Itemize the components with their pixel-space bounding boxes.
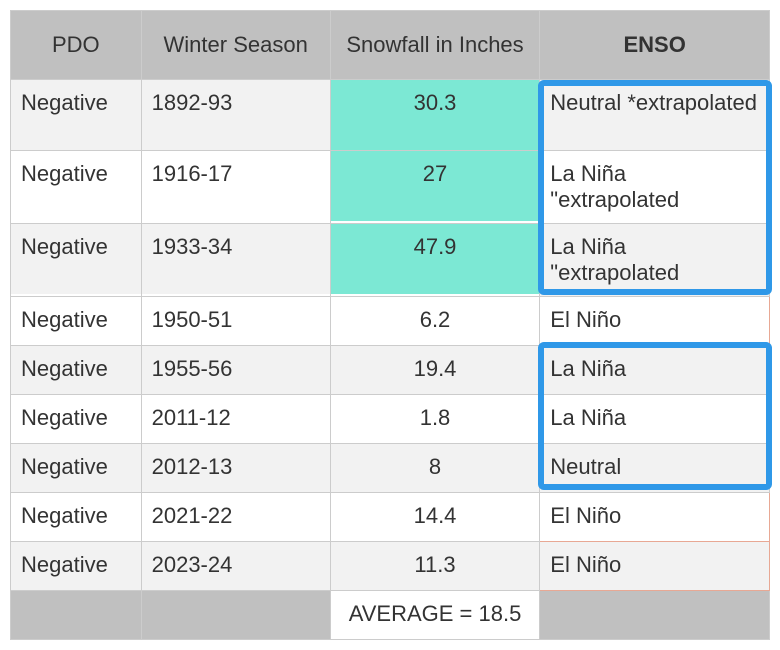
cell-winter: 1933-34 [142, 224, 330, 294]
cell-enso: Neutral *extrapolated [540, 80, 769, 150]
cell-snowfall: 11.3 [331, 542, 540, 590]
cell-pdo: Negative [11, 80, 141, 150]
cell-winter: 2012-13 [142, 444, 330, 492]
table-row: Negative1955-5619.4La Niña [11, 346, 770, 395]
cell-snowfall: 6.2 [331, 297, 540, 345]
cell-pdo: Negative [11, 297, 141, 345]
cell-enso: La Niña [540, 395, 769, 443]
cell-pdo: Negative [11, 224, 141, 294]
cell-snowfall: 1.8 [331, 395, 540, 443]
cell-winter: 1955-56 [142, 346, 330, 394]
cell-snowfall: 30.3 [331, 80, 540, 150]
header-enso: ENSO [540, 11, 770, 80]
footer-empty [540, 591, 769, 639]
cell-enso: La Niña [540, 346, 769, 394]
table-body: Negative1892-9330.3Neutral *extrapolated… [11, 80, 770, 640]
cell-winter: 1892-93 [142, 80, 330, 150]
footer-row: AVERAGE = 18.5 [11, 591, 770, 640]
cell-pdo: Negative [11, 542, 141, 590]
cell-pdo: Negative [11, 493, 141, 541]
table-row: Negative1950-516.2El Niño [11, 297, 770, 346]
header-winter: Winter Season [141, 11, 330, 80]
cell-snowfall: 14.4 [331, 493, 540, 541]
table-row: Negative2021-2214.4El Niño [11, 493, 770, 542]
cell-pdo: Negative [11, 151, 141, 221]
footer-empty [142, 591, 330, 639]
cell-winter: 1950-51 [142, 297, 330, 345]
snowfall-table: PDO Winter Season Snowfall in Inches ENS… [10, 10, 770, 640]
cell-enso: El Niño [540, 493, 769, 541]
table-row: Negative1892-9330.3Neutral *extrapolated [11, 80, 770, 151]
table-container: PDO Winter Season Snowfall in Inches ENS… [10, 10, 770, 640]
cell-enso: La Niña "extrapolated [540, 224, 769, 296]
cell-enso: El Niño [540, 542, 769, 590]
cell-winter: 1916-17 [142, 151, 330, 221]
cell-enso: El Niño [540, 297, 769, 345]
table-row: Negative2012-138Neutral [11, 444, 770, 493]
cell-winter: 2021-22 [142, 493, 330, 541]
cell-enso: Neutral [540, 444, 769, 492]
cell-snowfall: 47.9 [331, 224, 540, 294]
header-pdo: PDO [11, 11, 142, 80]
table-row: Negative2023-2411.3El Niño [11, 542, 770, 591]
cell-pdo: Negative [11, 395, 141, 443]
cell-winter: 2023-24 [142, 542, 330, 590]
header-row: PDO Winter Season Snowfall in Inches ENS… [11, 11, 770, 80]
cell-winter: 2011-12 [142, 395, 330, 443]
cell-pdo: Negative [11, 346, 141, 394]
cell-snowfall: 27 [331, 151, 540, 221]
header-snow: Snowfall in Inches [330, 11, 540, 80]
footer-empty [11, 591, 141, 639]
cell-snowfall: 19.4 [331, 346, 540, 394]
footer-average: AVERAGE = 18.5 [331, 591, 540, 639]
cell-snowfall: 8 [331, 444, 540, 492]
cell-enso: La Niña "extrapolated [540, 151, 769, 223]
table-row: Negative1916-1727La Niña "extrapolated [11, 151, 770, 224]
table-row: Negative2011-121.8La Niña [11, 395, 770, 444]
cell-pdo: Negative [11, 444, 141, 492]
table-row: Negative1933-3447.9La Niña "extrapolated [11, 224, 770, 297]
